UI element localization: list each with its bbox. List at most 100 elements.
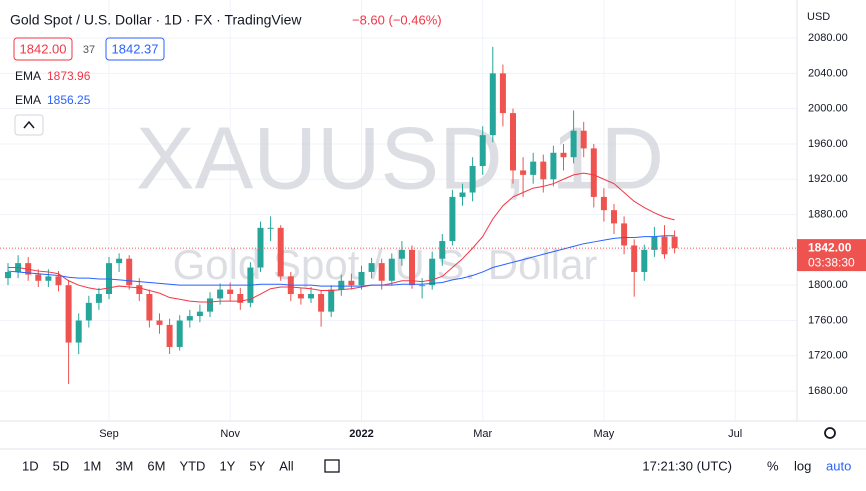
clock: 17:21:30 (UTC) bbox=[642, 458, 732, 473]
bid-box[interactable] bbox=[13, 37, 73, 61]
toolbar: 1D 5D 1M 3M 6M YTD 1Y 5Y All 17:21:30 (UTC)% log au… bbox=[22, 458, 851, 473]
scale-button[interactable]: auto bbox=[826, 458, 851, 473]
candle-body bbox=[156, 320, 163, 325]
ema-value: 1873.96 bbox=[47, 69, 91, 83]
price-change: −8.60 (−0.46%) bbox=[352, 12, 442, 27]
timeframe-button[interactable]: All bbox=[279, 458, 294, 473]
candle-body bbox=[540, 161, 547, 180]
candle-body bbox=[439, 241, 446, 259]
candle-body bbox=[207, 298, 213, 312]
candle-body bbox=[570, 130, 577, 158]
ema-label: EMA bbox=[15, 69, 41, 83]
ask-box[interactable] bbox=[105, 37, 165, 61]
candle-body bbox=[55, 276, 62, 286]
candle-body bbox=[479, 135, 486, 167]
candle-body bbox=[580, 130, 587, 149]
candle-body bbox=[671, 236, 678, 249]
ask-price[interactable]: 1842.37 bbox=[112, 41, 159, 56]
candle-body bbox=[75, 320, 82, 343]
candle-body bbox=[217, 289, 224, 299]
timeframe-button[interactable]: 6M bbox=[147, 458, 165, 473]
candle-body bbox=[641, 249, 648, 272]
candle-body bbox=[328, 289, 335, 312]
candle-body bbox=[530, 161, 537, 175]
candle-body bbox=[520, 170, 527, 175]
candle-body bbox=[631, 245, 638, 272]
candle-body bbox=[85, 302, 92, 321]
candle-body bbox=[398, 249, 405, 259]
symbol-title: Gold Spot / U.S. Dollar · 1D · FX · Trad… bbox=[10, 12, 302, 28]
ema-value: 1856.25 bbox=[47, 93, 91, 107]
watermark-name: Gold Spot / U.S. Dollar bbox=[173, 241, 598, 288]
timeframe-button[interactable]: 1D bbox=[22, 458, 39, 473]
candle-body bbox=[358, 271, 365, 286]
candle-body bbox=[146, 294, 153, 321]
candle-body bbox=[510, 113, 516, 171]
candle-body bbox=[600, 196, 607, 211]
candle-body bbox=[136, 285, 143, 295]
bid-price[interactable]: 1842.00 bbox=[20, 41, 67, 56]
candle-body bbox=[550, 152, 557, 180]
candle-body bbox=[419, 285, 426, 287]
x-tick-label: Sep bbox=[99, 428, 119, 440]
scale-button[interactable]: log bbox=[794, 458, 811, 473]
candle-body bbox=[590, 148, 597, 197]
x-tick-label: Jul bbox=[728, 428, 742, 440]
scale-button[interactable]: % bbox=[767, 458, 779, 473]
candle-body bbox=[378, 263, 385, 281]
plot bbox=[0, 46, 797, 385]
timeframe-button[interactable]: 5Y bbox=[249, 458, 265, 473]
y-tick-label: 2080.00 bbox=[808, 32, 848, 44]
candle-body bbox=[348, 280, 355, 286]
candle-body bbox=[621, 223, 628, 246]
candle-body bbox=[116, 258, 123, 264]
candle-body bbox=[45, 276, 52, 281]
candle-body bbox=[35, 274, 42, 281]
y-tick-label: 1800.00 bbox=[808, 279, 848, 291]
candle-body bbox=[196, 311, 203, 317]
candle-body bbox=[409, 249, 415, 286]
candle-body bbox=[237, 294, 244, 303]
collapse-icon bbox=[23, 120, 35, 129]
y-tick-label: 1720.00 bbox=[808, 350, 848, 362]
candle-body bbox=[267, 227, 274, 229]
currency[interactable]: USD bbox=[807, 11, 830, 23]
timeframe-button[interactable]: 1M bbox=[83, 458, 101, 473]
last-price-label: 1842.00 bbox=[808, 240, 852, 254]
candle-body bbox=[368, 263, 375, 272]
candle-body bbox=[459, 192, 466, 197]
candle-body bbox=[651, 236, 658, 250]
candle-body bbox=[388, 258, 395, 281]
x-tick-label: May bbox=[594, 428, 615, 440]
candle-body bbox=[499, 73, 506, 114]
candle-body bbox=[338, 280, 345, 290]
x-tick-label: Mar bbox=[473, 428, 492, 440]
candle-body bbox=[176, 320, 183, 347]
timeframe-button[interactable]: 5D bbox=[53, 458, 70, 473]
grid bbox=[0, 0, 797, 421]
y-tick-label: 2000.00 bbox=[808, 103, 848, 115]
settings-icon[interactable] bbox=[824, 427, 836, 439]
ema-line bbox=[8, 172, 675, 303]
candle-body bbox=[318, 294, 325, 312]
countdown: 03:38:30 bbox=[808, 255, 855, 269]
timeframe-button[interactable]: YTD bbox=[179, 458, 205, 473]
y-tick-label: 1680.00 bbox=[808, 385, 848, 397]
ema-label: EMA bbox=[15, 93, 41, 107]
y-tick-label: 1880.00 bbox=[808, 208, 848, 220]
watermark-symbol: XAUUSD, 1D bbox=[136, 108, 664, 207]
timeframe-button[interactable]: 3M bbox=[115, 458, 133, 473]
candle-body bbox=[560, 152, 567, 158]
candle-body bbox=[277, 227, 284, 277]
candle-body bbox=[429, 258, 436, 286]
candle-body bbox=[297, 294, 304, 299]
date-range-icon[interactable] bbox=[324, 459, 340, 473]
timeframe-button[interactable]: 1Y bbox=[219, 458, 235, 473]
candle-body bbox=[227, 289, 234, 295]
y-tick-label: 1760.00 bbox=[808, 314, 848, 326]
x-tick-label: 2022 bbox=[349, 428, 373, 440]
collapse-button[interactable] bbox=[14, 114, 44, 136]
y-tick-label: 1960.00 bbox=[808, 138, 848, 150]
